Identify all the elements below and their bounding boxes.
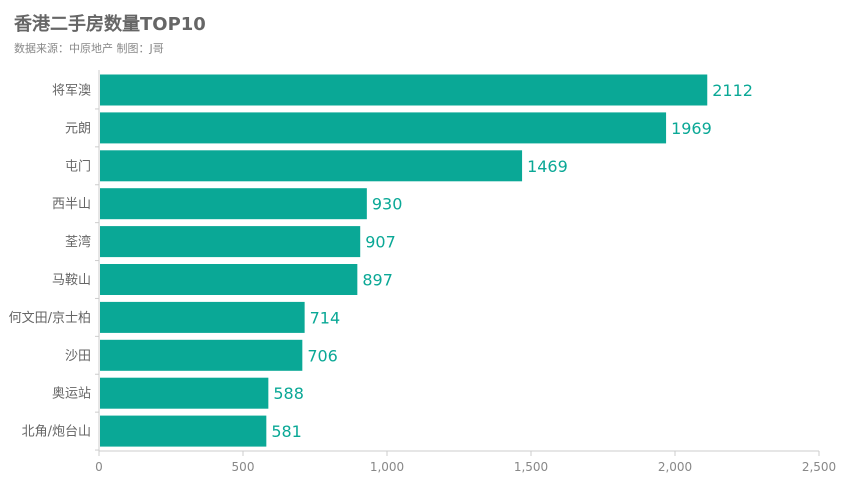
x-tick-label: 1,500 <box>514 460 548 474</box>
data-label: 706 <box>307 346 338 365</box>
category-label: 奥运站 <box>52 387 91 402</box>
category-label: 将军澳 <box>52 83 91 99</box>
category-label: 马鞍山 <box>52 272 91 288</box>
data-label: 1969 <box>671 119 712 138</box>
bar <box>100 112 667 144</box>
data-label: 897 <box>362 271 393 290</box>
data-label: 588 <box>273 384 304 403</box>
x-tick-label: 2,000 <box>658 460 692 474</box>
bar <box>100 188 367 220</box>
data-label: 714 <box>310 308 341 327</box>
bar <box>100 150 523 182</box>
data-label: 581 <box>271 422 302 441</box>
category-label: 荃湾 <box>65 234 91 250</box>
data-label: 907 <box>365 233 396 252</box>
bar <box>100 377 269 409</box>
bar <box>100 226 361 258</box>
category-label: 元朗 <box>65 121 91 136</box>
data-label: 930 <box>372 195 403 214</box>
category-label: 西半山 <box>52 197 91 212</box>
chart-subtitle: 数据来源：中原地产 制图：J哥 <box>14 42 164 55</box>
category-label: 屯门 <box>65 159 91 174</box>
x-tick-label: 0 <box>95 460 103 474</box>
bar <box>100 301 305 333</box>
category-label: 沙田 <box>65 349 91 364</box>
bar <box>100 264 358 295</box>
data-label: 2112 <box>712 81 753 100</box>
category-label: 何文田/京士柏 <box>9 310 91 326</box>
data-label: 1469 <box>527 157 568 176</box>
chart-title: 香港二手房数量TOP10 <box>14 14 206 35</box>
x-tick-label: 2,500 <box>802 460 836 474</box>
bar <box>100 415 267 447</box>
x-tick-label: 1,000 <box>370 460 404 474</box>
x-tick-label: 500 <box>232 460 255 474</box>
bar <box>100 74 708 106</box>
bar <box>100 339 303 371</box>
category-label: 北角/炮台山 <box>22 425 91 440</box>
